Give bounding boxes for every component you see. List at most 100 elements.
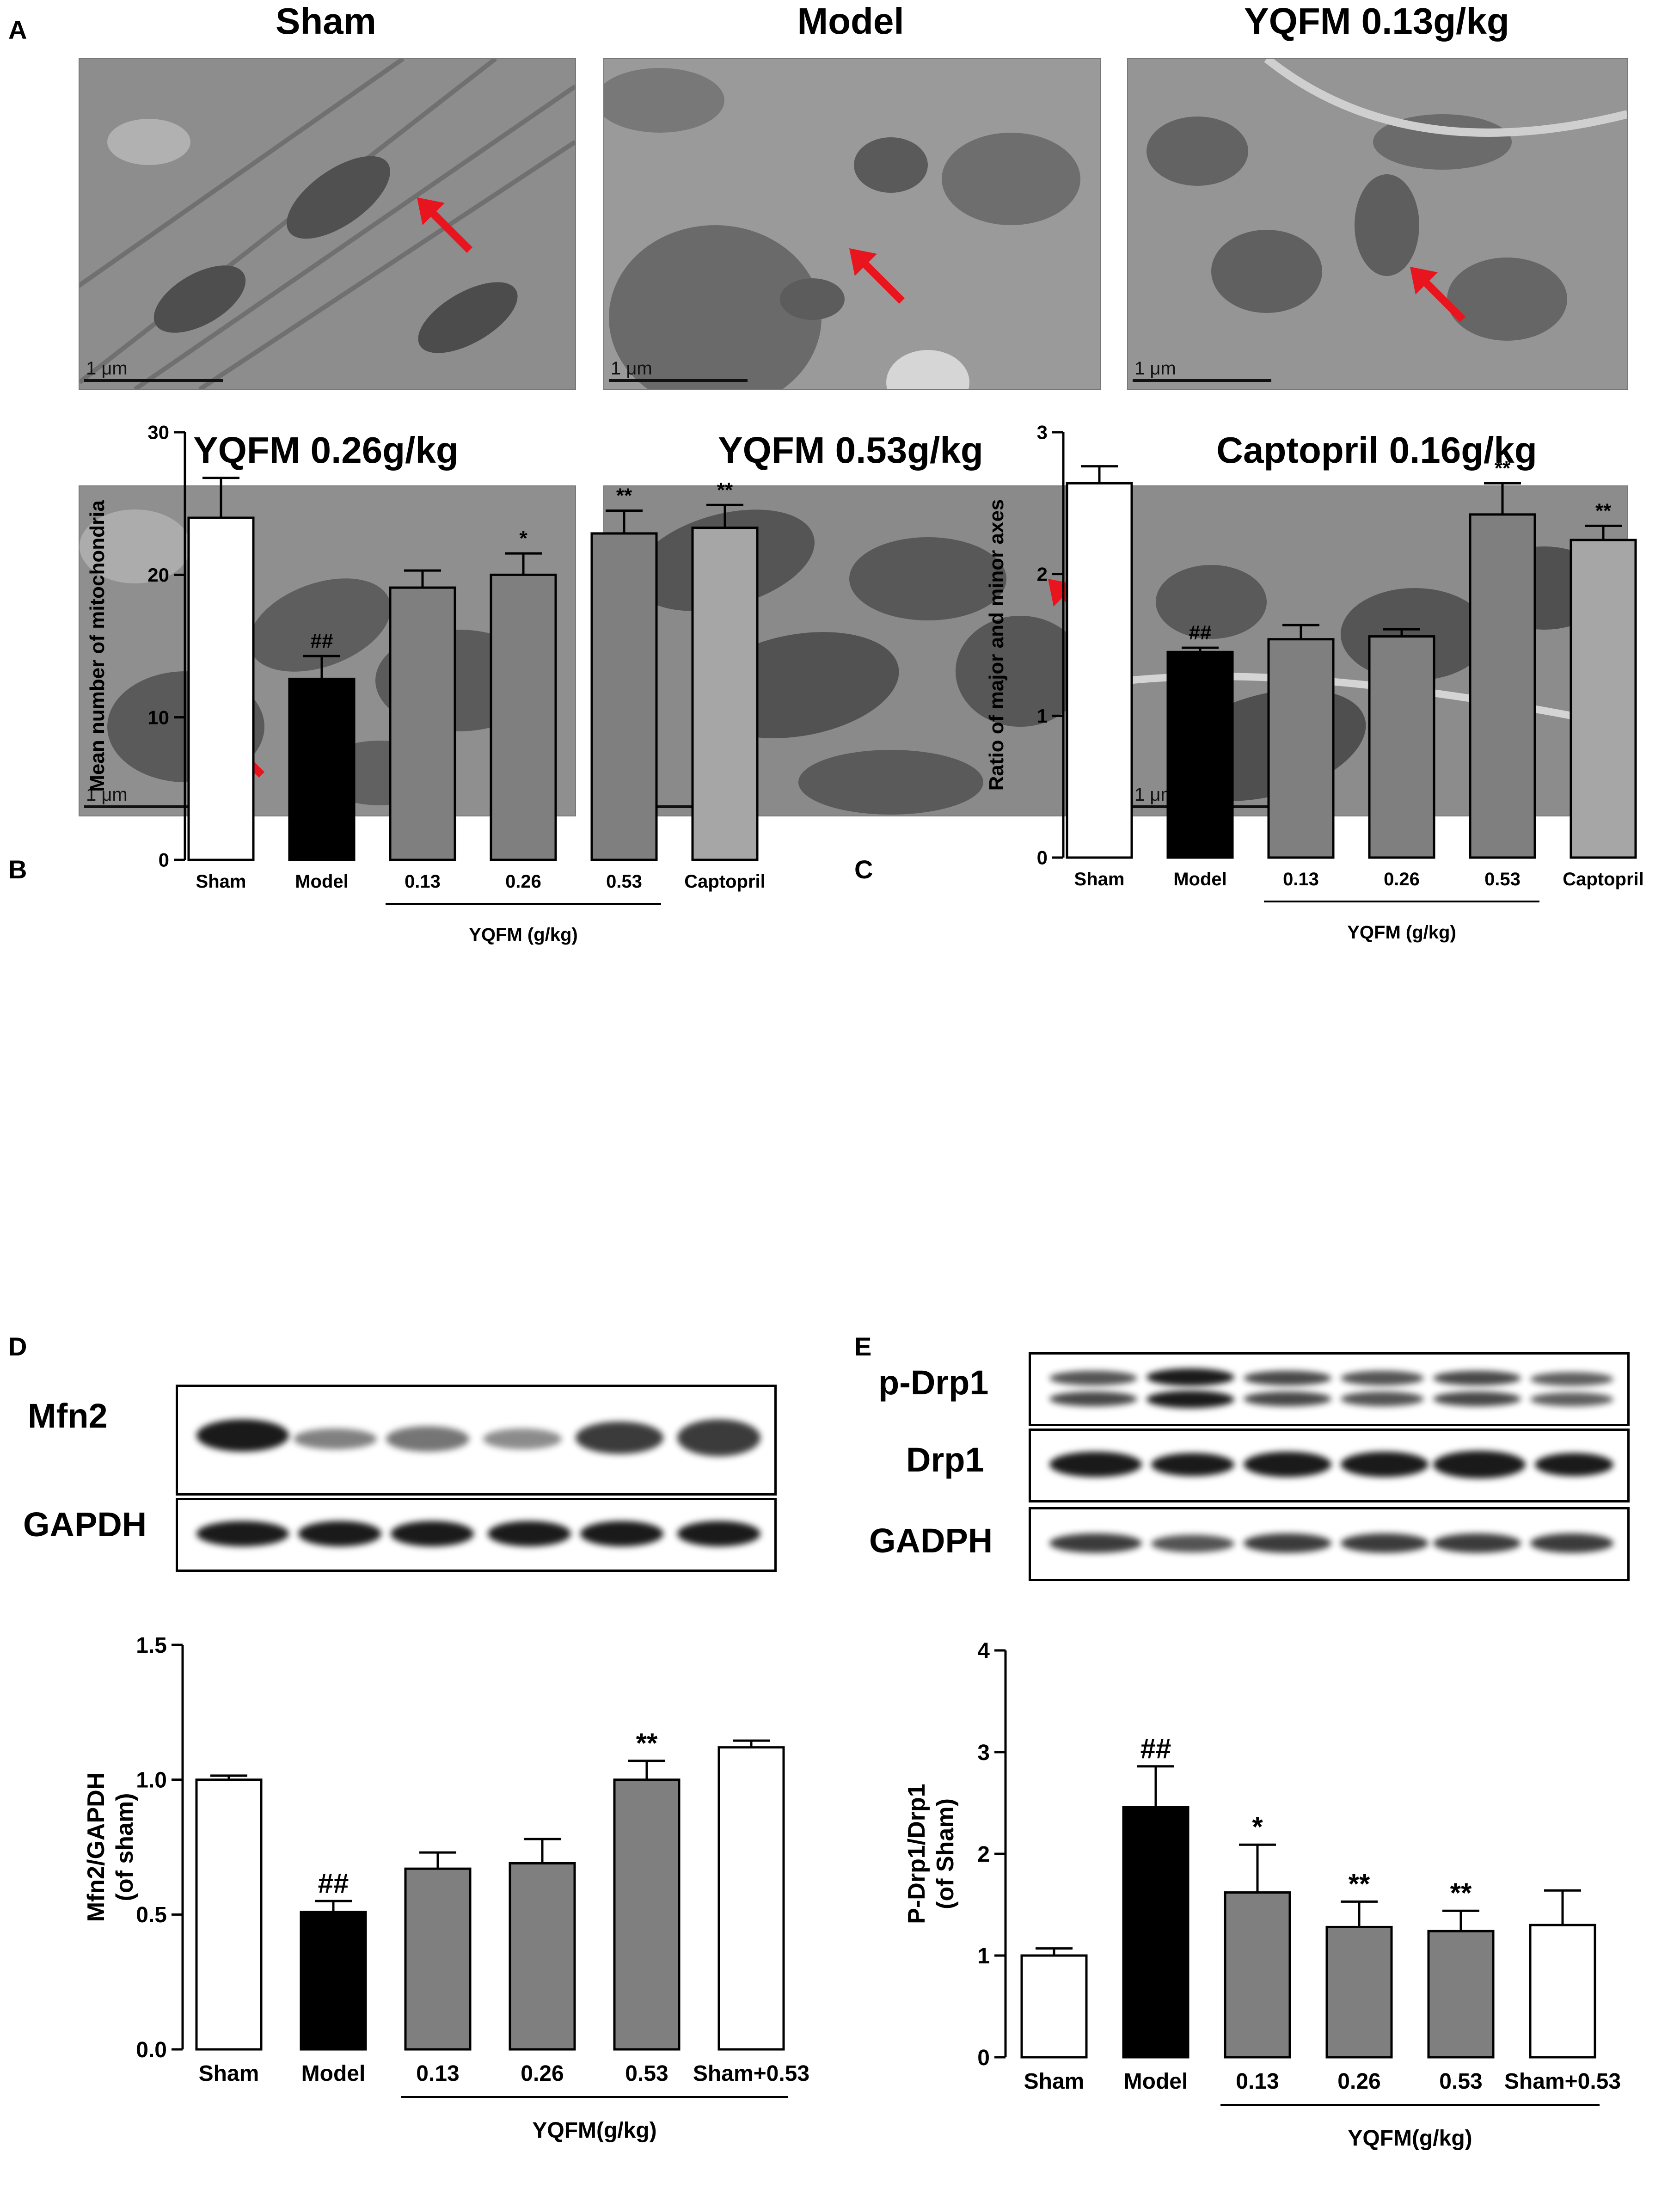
y-tick-label: 3 (977, 1741, 990, 1765)
x-tick-label: 0.13 (1236, 2069, 1279, 2094)
significance-label: ** (1450, 1877, 1472, 1908)
bar (1368, 635, 1435, 859)
significance-label: ** (1595, 499, 1612, 522)
significance-label: * (519, 527, 527, 550)
blot-band (488, 1521, 571, 1546)
bar (1267, 638, 1335, 859)
blot-band (196, 1521, 289, 1546)
bar (1066, 482, 1133, 859)
x-tick-label: Model (295, 871, 349, 892)
x-tick-label: 0.53 (625, 2061, 668, 2086)
bar (1570, 539, 1637, 859)
y-tick-label: 0.5 (136, 1903, 167, 1927)
y-tick-label: 1 (1037, 705, 1048, 727)
blot-band (1147, 1368, 1234, 1386)
blot-p-drp1 (1029, 1352, 1630, 1426)
blot-band (1341, 1371, 1424, 1386)
blot-band (580, 1521, 663, 1546)
blot-band (1433, 1371, 1521, 1386)
blot-band (1151, 1453, 1234, 1476)
y-tick-label: 10 (147, 706, 169, 728)
y-axis-label: Mfn2/GAPDH (83, 1772, 110, 1922)
blot-band (298, 1521, 381, 1546)
scale-bar-label: 1 μm (611, 358, 652, 379)
x-tick-label: 0.26 (521, 2061, 564, 2086)
group-label: YQFM(g/kg) (532, 2118, 656, 2143)
blot-band (576, 1422, 663, 1454)
scale-bar (609, 379, 748, 382)
blot-band (1433, 1533, 1521, 1553)
bar (1020, 1954, 1088, 2059)
bar (288, 677, 356, 861)
bar (404, 1867, 472, 2051)
blot-band (1244, 1533, 1331, 1553)
blot-band (677, 1419, 760, 1456)
blot-label-drp1: Drp1 (906, 1441, 984, 1479)
red-arrow-icon (849, 248, 905, 304)
y-axis-label-2: (of Sham) (932, 1798, 959, 1909)
blot-band (1151, 1535, 1234, 1552)
panel-label-a: A (8, 15, 27, 44)
x-tick-label: 0.26 (505, 871, 541, 892)
em-title-captopril: Captopril 0.16g/kg (1216, 429, 1537, 471)
group-label: YQFM (g/kg) (469, 925, 578, 945)
x-tick-label: 0.13 (405, 871, 441, 892)
em-image-model: 1 μm (603, 58, 1101, 390)
blot-band (1530, 1392, 1613, 1406)
em-image-yqfm-013: 1 μm (1127, 58, 1628, 390)
x-tick-label: Captopril (1563, 869, 1644, 889)
panel-label-b: B (8, 855, 27, 884)
x-tick-label: 0.26 (1384, 869, 1420, 889)
significance-label: ## (318, 1868, 349, 1899)
y-tick-label: 2 (977, 1842, 990, 1867)
panel-label-d: D (8, 1332, 27, 1361)
y-tick-label: 1.5 (136, 1633, 167, 1658)
y-axis-label: P-Drp1/Drp1 (903, 1784, 930, 1924)
blot-band (1341, 1452, 1429, 1477)
bar (1427, 1930, 1495, 2059)
y-tick-label: 0 (977, 2046, 990, 2070)
significance-label: ** (1495, 457, 1511, 479)
x-tick-label: Model (1124, 2069, 1188, 2094)
significance-label: ## (1189, 621, 1212, 644)
chart-mfn2-gapdh: 0.0 0.5 1.0 1.5 Mfn2/GAPDH (of sham) Sham ## Mod… (0, 1633, 832, 2187)
blot-band (1433, 1392, 1521, 1406)
y-tick-label: 2 (1037, 563, 1048, 585)
bar (187, 516, 255, 861)
y-tick-label: 4 (977, 1639, 990, 1663)
blot-band (1244, 1371, 1331, 1386)
panel-label-e: E (854, 1332, 872, 1361)
bar (691, 527, 759, 861)
y-tick-label: 1 (977, 1944, 990, 1968)
blot-band (1049, 1392, 1137, 1406)
blot-band (1535, 1453, 1613, 1476)
bar (1325, 1925, 1393, 2059)
scale-bar (84, 379, 223, 382)
scale-bar-label: 1 μm (1134, 358, 1176, 379)
bar (195, 1778, 263, 2051)
significance-label: ** (636, 1728, 658, 1759)
x-tick-label: 0.53 (1439, 2069, 1482, 2094)
scale-bar-label: 1 μm (86, 785, 128, 805)
scale-bar (1133, 379, 1271, 382)
group-label: YQFM (g/kg) (1347, 922, 1456, 943)
bar (389, 586, 456, 861)
bar (590, 532, 658, 861)
y-axis-label: Mean number of mitochondria (86, 500, 109, 792)
em-image-sham: 1 μm (79, 58, 576, 390)
x-tick-label: Sham (1074, 869, 1125, 889)
scale-bar (609, 805, 748, 808)
red-arrow-icon (1410, 267, 1465, 322)
blot-band (1341, 1533, 1429, 1553)
bar (613, 1778, 681, 2051)
x-tick-label: Sham+0.53 (693, 2061, 809, 2086)
blot-band (1049, 1533, 1142, 1553)
bar (717, 1746, 785, 2051)
bar (300, 1911, 367, 2051)
x-tick-label: Model (301, 2061, 366, 2086)
x-tick-label: 0.13 (1283, 869, 1319, 889)
blot-band (386, 1426, 469, 1452)
y-tick-label: 20 (147, 564, 169, 586)
scale-bar-label: 1 μm (86, 358, 128, 379)
x-tick-label: Sham (196, 871, 246, 892)
